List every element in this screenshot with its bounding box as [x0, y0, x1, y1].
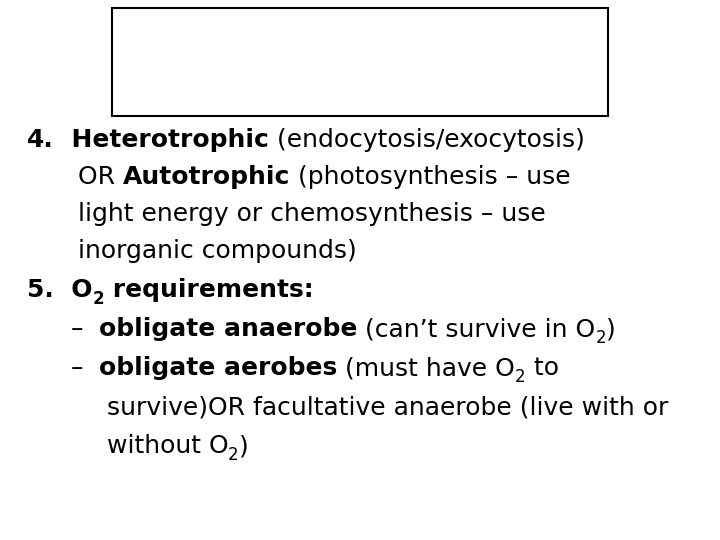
Text: 2: 2	[93, 289, 104, 308]
Text: –: –	[71, 318, 99, 341]
Text: requirements:: requirements:	[104, 278, 314, 302]
Text: Autotrophic: Autotrophic	[122, 165, 290, 189]
Text: ): )	[606, 318, 616, 341]
Text: obligate anaerobe: obligate anaerobe	[99, 318, 357, 341]
Text: 2: 2	[228, 446, 239, 464]
Text: (endocytosis/exocytosis): (endocytosis/exocytosis)	[269, 129, 585, 152]
Text: without O: without O	[107, 434, 228, 458]
Text: Heterotrophic: Heterotrophic	[54, 129, 269, 152]
Text: (can’t survive in O: (can’t survive in O	[357, 318, 595, 341]
Text: 5.  O: 5. O	[27, 278, 93, 302]
Text: inorganic compounds): inorganic compounds)	[78, 239, 356, 262]
Text: –: –	[71, 356, 99, 380]
Text: 2: 2	[595, 329, 606, 347]
Text: survive)OR facultative anaerobe (live with or: survive)OR facultative anaerobe (live wi…	[107, 395, 668, 419]
Text: Domain: Bacteria: Domain: Bacteria	[231, 30, 489, 56]
Text: Kingdom: Eubacteria: Kingdom: Eubacteria	[204, 73, 516, 99]
Text: obligate aerobes: obligate aerobes	[99, 356, 337, 380]
Text: (photosynthesis – use: (photosynthesis – use	[290, 165, 571, 189]
Text: (must have O: (must have O	[337, 356, 515, 380]
Text: ): )	[239, 434, 248, 458]
Text: OR: OR	[78, 165, 122, 189]
Text: light energy or chemosynthesis – use: light energy or chemosynthesis – use	[78, 202, 546, 226]
Text: to: to	[526, 356, 559, 380]
Text: 4.: 4.	[27, 129, 54, 152]
Text: 2: 2	[515, 368, 526, 386]
